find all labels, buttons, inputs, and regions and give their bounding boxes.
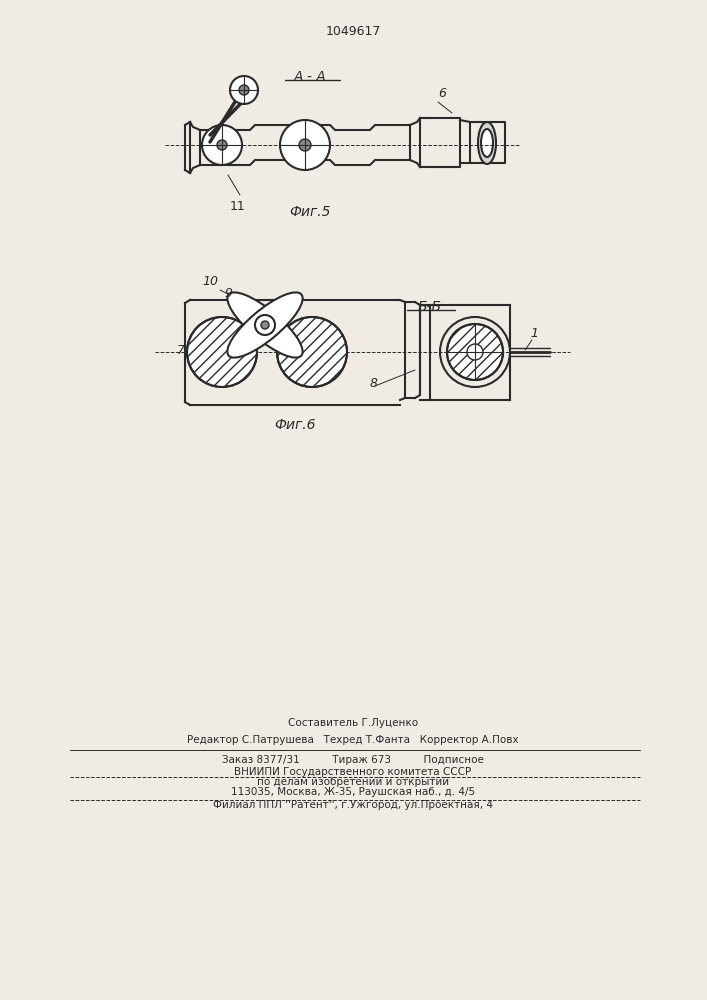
- Text: Заказ 8377/31          Тираж 673          Подписное: Заказ 8377/31 Тираж 673 Подписное: [222, 755, 484, 765]
- Text: 9: 9: [224, 287, 232, 300]
- Ellipse shape: [478, 122, 496, 164]
- Ellipse shape: [228, 292, 303, 358]
- Circle shape: [467, 344, 483, 360]
- Text: 113035, Москва, Ж-35, Раушская наб., д. 4/5: 113035, Москва, Ж-35, Раушская наб., д. …: [231, 787, 475, 797]
- Circle shape: [202, 125, 242, 165]
- Circle shape: [261, 321, 269, 329]
- Circle shape: [239, 85, 249, 95]
- Ellipse shape: [481, 129, 493, 157]
- Text: Б-Б: Б-Б: [418, 300, 442, 314]
- Circle shape: [280, 120, 330, 170]
- Text: 11: 11: [230, 200, 246, 213]
- Text: 10: 10: [202, 275, 218, 288]
- Text: 8: 8: [370, 377, 378, 390]
- Text: Фиг.5: Фиг.5: [289, 205, 331, 219]
- Text: Филиал ППЛ ''Pатент'', г.Ужгород, ул.Проектная, 4: Филиал ППЛ ''Pатент'', г.Ужгород, ул.Про…: [213, 800, 493, 810]
- Text: Фиг.6: Фиг.6: [274, 418, 316, 432]
- Text: A - A: A - A: [293, 70, 327, 84]
- Circle shape: [255, 315, 275, 335]
- Text: Составитель Г.Луценко: Составитель Г.Луценко: [288, 718, 418, 728]
- Circle shape: [230, 76, 258, 104]
- Text: 1049617: 1049617: [325, 25, 380, 38]
- Text: ВНИИПИ Государственного комитета СССР: ВНИИПИ Государственного комитета СССР: [235, 767, 472, 777]
- Circle shape: [299, 139, 311, 151]
- Ellipse shape: [256, 316, 274, 334]
- Text: Редактор С.Патрушева   Техред Т.Фанта   Корректор А.Повх: Редактор С.Патрушева Техред Т.Фанта Корр…: [187, 735, 519, 745]
- Text: 1: 1: [530, 327, 538, 340]
- Text: по делам изобретений и открытий: по делам изобретений и открытий: [257, 777, 449, 787]
- Circle shape: [187, 317, 257, 387]
- Circle shape: [217, 140, 227, 150]
- Circle shape: [277, 317, 347, 387]
- Ellipse shape: [256, 316, 274, 334]
- Ellipse shape: [228, 292, 303, 358]
- Text: 6: 6: [438, 87, 446, 100]
- Text: 7: 7: [177, 344, 185, 357]
- Circle shape: [447, 324, 503, 380]
